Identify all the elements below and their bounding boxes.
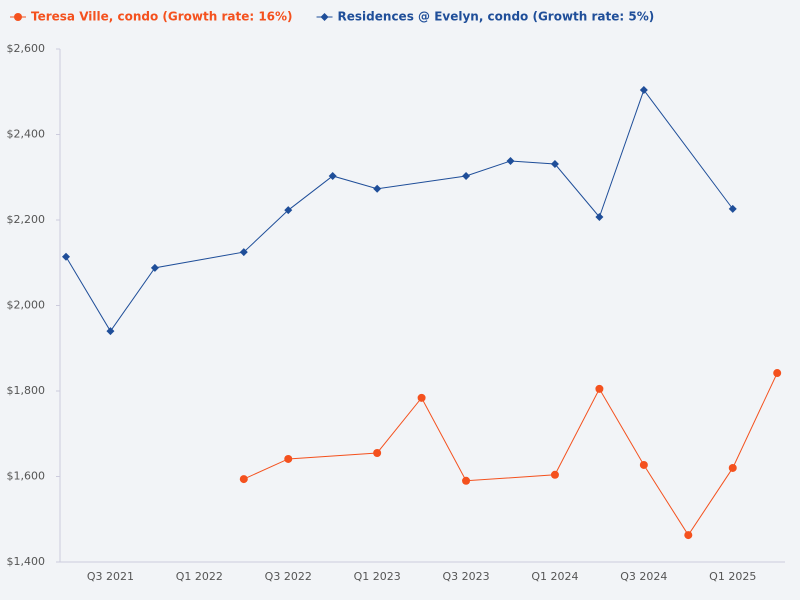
point [14, 13, 22, 21]
point [239, 248, 248, 257]
y-tick-label: $2,200 [7, 213, 46, 226]
x-tick-label: Q3 2022 [265, 570, 312, 583]
point [684, 531, 693, 540]
point [462, 476, 471, 485]
point [462, 171, 471, 180]
point [106, 327, 115, 336]
point [595, 213, 604, 222]
x-tick-label: Q3 2023 [442, 570, 489, 583]
point [728, 204, 737, 213]
y-tick-label: $2,600 [7, 42, 46, 55]
point [373, 184, 382, 193]
y-tick-label: $2,400 [7, 128, 46, 141]
point [284, 206, 293, 215]
point [284, 454, 293, 463]
x-tick-label: Q1 2025 [709, 570, 756, 583]
series-line [65, 88, 734, 333]
point [728, 463, 737, 472]
series-line [243, 372, 778, 536]
point [320, 13, 329, 21]
x-tick-label: Q3 2021 [87, 570, 134, 583]
point [639, 460, 648, 469]
point [150, 263, 159, 272]
point [373, 448, 382, 457]
legend-label: Teresa Ville, condo (Growth rate: 16%) [31, 10, 293, 24]
y-tick-label: $2,000 [7, 299, 46, 312]
x-tick-label: Q1 2022 [176, 570, 223, 583]
x-tick-label: Q1 2024 [531, 570, 578, 583]
point [550, 159, 559, 168]
y-tick-label: $1,600 [7, 470, 46, 483]
y-tick-label: $1,800 [7, 384, 46, 397]
point [595, 384, 604, 393]
x-tick-label: Q3 2024 [620, 570, 667, 583]
point [239, 475, 248, 484]
point [62, 252, 70, 261]
point [506, 157, 515, 166]
point [550, 470, 559, 479]
x-tick-label: Q1 2023 [354, 570, 401, 583]
point [328, 171, 337, 180]
y-tick-label: $1,400 [7, 555, 46, 568]
point [417, 393, 426, 402]
point [773, 369, 782, 378]
legend-label: Residences @ Evelyn, condo (Growth rate:… [338, 10, 655, 24]
point [639, 86, 648, 95]
